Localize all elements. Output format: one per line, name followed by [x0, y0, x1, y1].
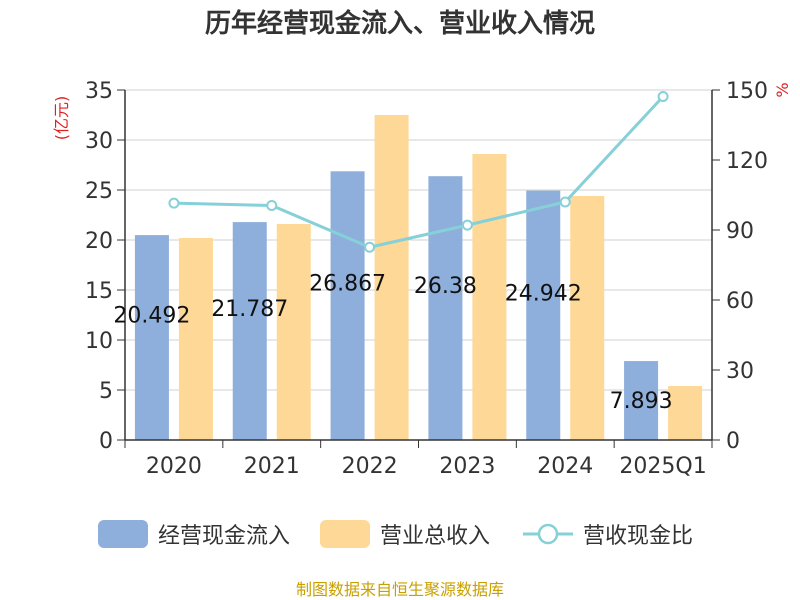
bar-cash-inflow: [134, 235, 169, 440]
ratio-point: [461, 219, 473, 231]
x-tick-label: 2024: [537, 454, 593, 479]
ratio-point: [168, 197, 180, 209]
ratio-point: [657, 91, 669, 103]
data-label: 7.893: [610, 389, 673, 414]
left-tick-label: 30: [85, 129, 113, 154]
ratio-point: [559, 196, 571, 208]
gridlines: [125, 89, 712, 391]
right-tick-label: 150: [726, 79, 768, 104]
x-tick-label: 2025Q1: [619, 454, 706, 479]
data-labels: 20.492 21.787 26.867 26.38 24.942 7.893: [113, 272, 672, 414]
ratio-line: [168, 91, 669, 253]
bar-cash-inflow: [624, 361, 659, 440]
x-tick-label: 2020: [146, 454, 202, 479]
right-tick-label: 30: [726, 359, 754, 384]
bar-revenue: [668, 386, 703, 440]
bar-revenue: [374, 115, 409, 440]
legend-swatch: [98, 520, 148, 548]
bar-revenue: [472, 154, 507, 440]
left-axis-unit: (亿元): [52, 96, 71, 141]
x-tick-label: 2021: [244, 454, 300, 479]
data-label: 26.38: [414, 274, 477, 299]
source-note: 制图数据来自恒生聚源数据库: [296, 580, 504, 599]
legend-label: 营收现金比: [583, 524, 693, 549]
x-tick-label: 2022: [342, 454, 398, 479]
data-label: 24.942: [505, 281, 582, 306]
ratio-point: [266, 200, 278, 211]
legend: 经营现金流入 营业总收入 营收现金比: [98, 520, 693, 549]
right-axis-unit: %: [773, 82, 792, 97]
bar-revenue: [178, 238, 213, 440]
left-tick-label: 35: [85, 79, 113, 104]
bar-cash-inflow: [232, 222, 267, 440]
bar-cash-inflow: [330, 171, 365, 441]
left-tick-label: 0: [99, 429, 113, 454]
bar-cash-inflow: [526, 190, 561, 440]
bars: [134, 115, 703, 441]
data-label: 26.867: [309, 272, 386, 297]
axes: 0 5 10 15 20 25 30 35 0 30 60 90 120 150 2020 2021 2022 2…: [85, 79, 768, 479]
left-tick-label: 15: [85, 279, 113, 304]
right-tick-label: 90: [726, 219, 754, 244]
legend-marker: [537, 523, 559, 545]
right-tick-label: 60: [726, 289, 754, 314]
left-tick-label: 20: [85, 229, 113, 254]
bar-revenue: [570, 196, 605, 440]
left-tick-label: 10: [85, 329, 113, 354]
x-tick-label: 2023: [439, 454, 495, 479]
chart-title: 历年经营现金流入、营业收入情况: [205, 8, 595, 39]
legend-swatch: [320, 520, 370, 548]
ratio-series-line: [173, 95, 665, 249]
bar-cash-inflow: [428, 176, 463, 440]
legend-label: 经营现金流入: [158, 524, 290, 549]
right-tick-label: 120: [726, 149, 768, 174]
legend-label: 营业总收入: [380, 524, 490, 549]
left-tick-label: 25: [85, 179, 113, 204]
data-label: 21.787: [211, 297, 288, 322]
bar-revenue: [276, 224, 311, 440]
ratio-point: [364, 241, 376, 253]
left-tick-label: 5: [99, 379, 113, 404]
data-label: 20.492: [113, 304, 190, 329]
right-tick-label: 0: [726, 429, 740, 454]
